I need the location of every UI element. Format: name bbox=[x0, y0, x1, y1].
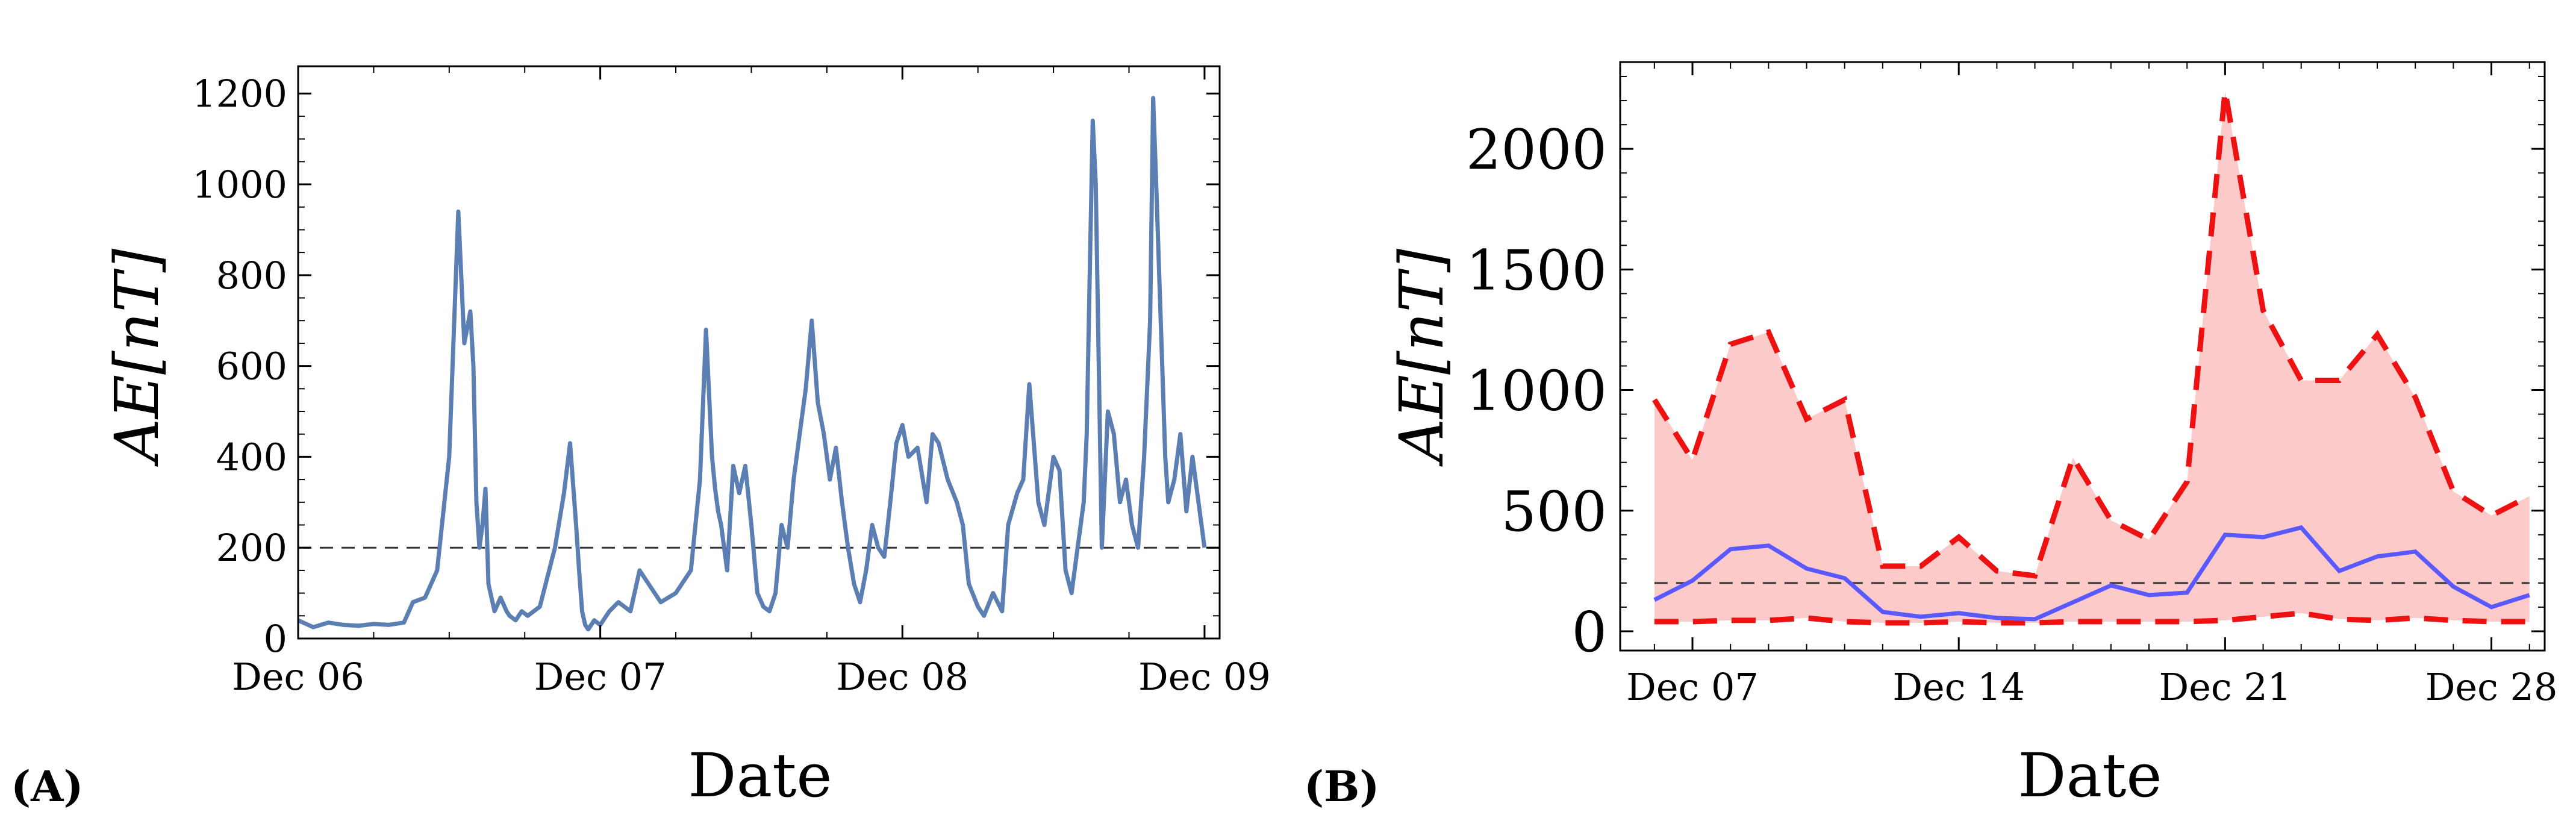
y-axis-ticks: 0 200 400 600 800 1000 1200 bbox=[192, 72, 1220, 661]
x-tick-label: Dec 21 bbox=[2159, 665, 2292, 709]
y-tick-label: 1000 bbox=[1466, 359, 1607, 423]
panel-b-chart: 0 500 1000 1500 2000 Dec 07 Dec 14 Dec 21 Dec 2… bbox=[1304, 61, 2557, 811]
x-tick-label: Dec 09 bbox=[1138, 655, 1271, 699]
panel-a-chart: 0 200 400 600 800 1000 1200 Dec 06 Dec 07 Dec 08… bbox=[11, 65, 1271, 811]
x-tick-label: Dec 06 bbox=[232, 655, 364, 699]
x-tick-label: Dec 07 bbox=[534, 655, 667, 699]
panel-label-a: (A) bbox=[11, 761, 84, 811]
x-tick-label: Dec 07 bbox=[1626, 665, 1759, 709]
ae-series-line bbox=[297, 96, 1207, 632]
max-series-line bbox=[1652, 90, 2531, 579]
y-tick-label: 600 bbox=[216, 345, 287, 389]
y-tick-label: 0 bbox=[1571, 600, 1607, 664]
x-tick-label: Dec 14 bbox=[1892, 665, 2025, 709]
min-series-line bbox=[1654, 610, 2530, 626]
y-axis-ticks: 0 500 1000 1500 2000 bbox=[1466, 76, 2545, 664]
y-tick-label: 0 bbox=[264, 617, 287, 661]
x-axis-ticks: Dec 06 Dec 07 Dec 08 Dec 09 bbox=[232, 66, 1271, 699]
x-axis-ticks: Dec 07 Dec 14 Dec 21 Dec 28 bbox=[1626, 62, 2557, 709]
plot-frame bbox=[297, 65, 1221, 640]
y-tick-label: 400 bbox=[216, 435, 287, 479]
x-tick-label: Dec 28 bbox=[2425, 665, 2558, 709]
x-axis-label: Date bbox=[2018, 740, 2162, 811]
y-axis-label: AE[nT] bbox=[1386, 248, 1457, 467]
y-tick-label: 1000 bbox=[192, 163, 287, 207]
y-tick-label: 2000 bbox=[1466, 117, 1607, 182]
max-min-fill-area bbox=[1654, 91, 2530, 623]
x-tick-label: Dec 08 bbox=[836, 655, 968, 699]
y-tick-label: 1500 bbox=[1466, 238, 1607, 302]
ae-series-group bbox=[297, 96, 1207, 632]
y-axis-label: AE[nT] bbox=[102, 248, 172, 467]
y-tick-label: 1200 bbox=[192, 72, 287, 116]
panel-label-b: (B) bbox=[1304, 761, 1379, 811]
plot-frame bbox=[1619, 61, 2546, 652]
y-tick-label: 500 bbox=[1501, 479, 1607, 544]
x-axis-label: Date bbox=[688, 740, 832, 811]
y-tick-label: 200 bbox=[216, 526, 287, 570]
y-tick-label: 800 bbox=[216, 254, 287, 298]
mean-series-line bbox=[1653, 525, 2530, 622]
